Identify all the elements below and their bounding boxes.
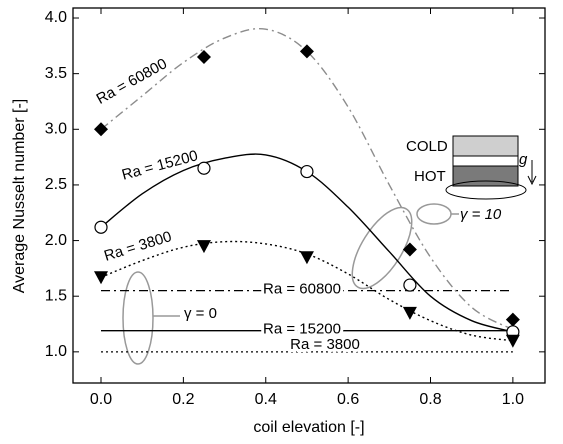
x-tick-label: 1.0 [502,391,524,408]
gravity-label: g [519,151,528,168]
gamma0-ellipse [122,271,154,365]
marker-diamond [94,122,109,137]
marker-diamond [402,242,417,257]
marker-diamond [505,312,520,327]
curve-label: Ra = 3800 [102,228,174,265]
marker-triangle [505,334,520,348]
x-tick-label: 0.2 [172,391,194,408]
y-tick-label: 3.5 [45,65,67,82]
gamma10-label: γ = 10 [460,206,502,223]
marker-circle [94,220,108,234]
cold-label: COLD [406,138,448,155]
middle-layer [452,155,519,167]
gravity-arrowhead [527,175,537,186]
marker-diamond [196,49,211,64]
x-tick-label: 0.8 [419,391,441,408]
marker-circle [300,164,314,179]
y-tick-label: 3.0 [45,121,67,138]
gamma10-small-ellipse [416,203,452,225]
marker-circle [403,278,417,292]
x-tick-label: 0.6 [337,391,359,408]
baseline-label: Ra = 60800 [263,281,341,298]
baseline-label: Ra = 3800 [290,336,360,353]
fit-curve [100,240,513,342]
coil-ellipse [445,180,527,200]
plot-frame [72,7,546,384]
marker-triangle [402,306,417,320]
y-tick-label: 2.0 [45,232,67,249]
y-tick-label: 1.5 [45,287,67,304]
curve-label: Ra = 60800 [94,55,170,108]
marker-diamond [299,44,314,59]
x-tick-label: 0.4 [255,391,277,408]
gamma10-ellipse [351,206,413,290]
marker-triangle [94,271,109,285]
y-tick-label: 2.5 [45,176,67,193]
gamma0-label: γ = 0 [184,305,217,322]
hot-label: HOT [414,168,446,185]
y-tick-label: 4.0 [45,9,67,26]
marker-circle [197,161,211,175]
x-tick-label: 0.0 [90,391,112,408]
fit-curve [100,27,514,331]
marker-triangle [299,251,314,265]
x-axis-label: coil elevation [-] [253,419,364,436]
cold-layer [452,135,519,157]
curve-label: Ra = 15200 [120,147,200,184]
y-tick-label: 1.0 [45,343,67,360]
marker-triangle [196,240,211,254]
y-axis-label: Average Nusselt number [-] [11,99,28,293]
baseline-label: Ra = 15200 [263,321,341,338]
hot-layer [452,165,519,187]
